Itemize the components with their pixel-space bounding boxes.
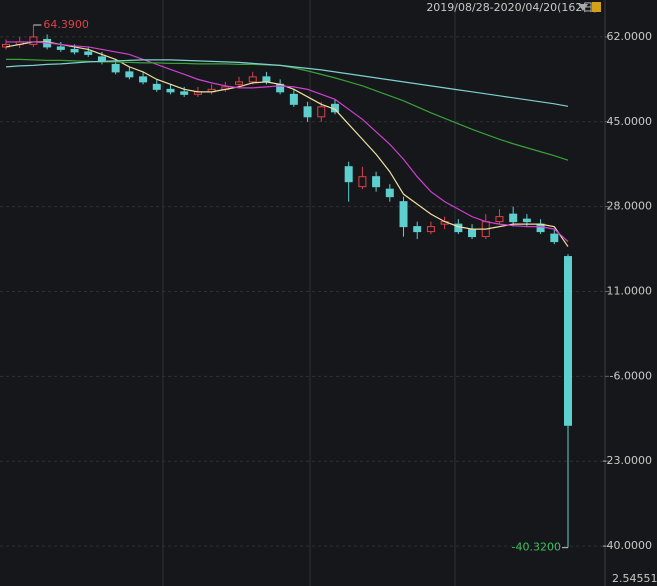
y-tick-label: 11.0000 [607,285,653,298]
candle-body [468,228,477,238]
ma-line [5,59,569,107]
candle-body [152,83,161,90]
candle-body [248,76,257,83]
y-tick-label: -23.0000 [603,454,652,467]
candle-body [289,93,298,105]
candle-body [536,223,545,233]
candle-body [111,63,120,73]
candle-body [56,46,65,50]
lock-icon[interactable] [592,2,601,12]
candle-body [399,201,408,228]
candle-body [180,91,189,95]
candle-body [372,176,381,188]
candle-body [29,36,38,45]
y-tick-label: 62.0000 [607,30,653,43]
candle-body [262,76,271,83]
y-tick-label: 45.0000 [607,115,653,128]
candle-body [358,176,367,188]
candle-body [139,76,148,83]
ma-line [6,41,569,243]
annotation: -40.3200 [512,541,561,554]
candle-body [454,223,463,233]
dropdown-icon[interactable] [578,4,588,11]
y-tick-label: -40.0000 [603,539,652,552]
candle-body [522,218,531,223]
candle-body [495,216,504,223]
candle-body [166,88,175,93]
candle-body [125,71,134,78]
chart-title: 2019/08/28-2020/04/20(162日) [426,1,597,14]
candle-body [550,233,559,243]
candle-body [317,106,326,118]
candle-body [385,188,394,198]
candle-body [84,51,93,55]
y-tick-label: -6.0000 [610,369,652,382]
candle-body [303,106,312,118]
y-tick-label: 28.0000 [607,200,653,213]
candle-body [235,81,244,85]
candle-body [509,213,518,223]
candle-body [70,48,79,53]
annotation: 64.3900 [43,18,89,31]
y-tick-label: 2.54551 [612,572,657,585]
candle-body [413,226,422,233]
candle-body [344,166,353,183]
candle-body [426,226,435,233]
candle-body [564,256,572,426]
